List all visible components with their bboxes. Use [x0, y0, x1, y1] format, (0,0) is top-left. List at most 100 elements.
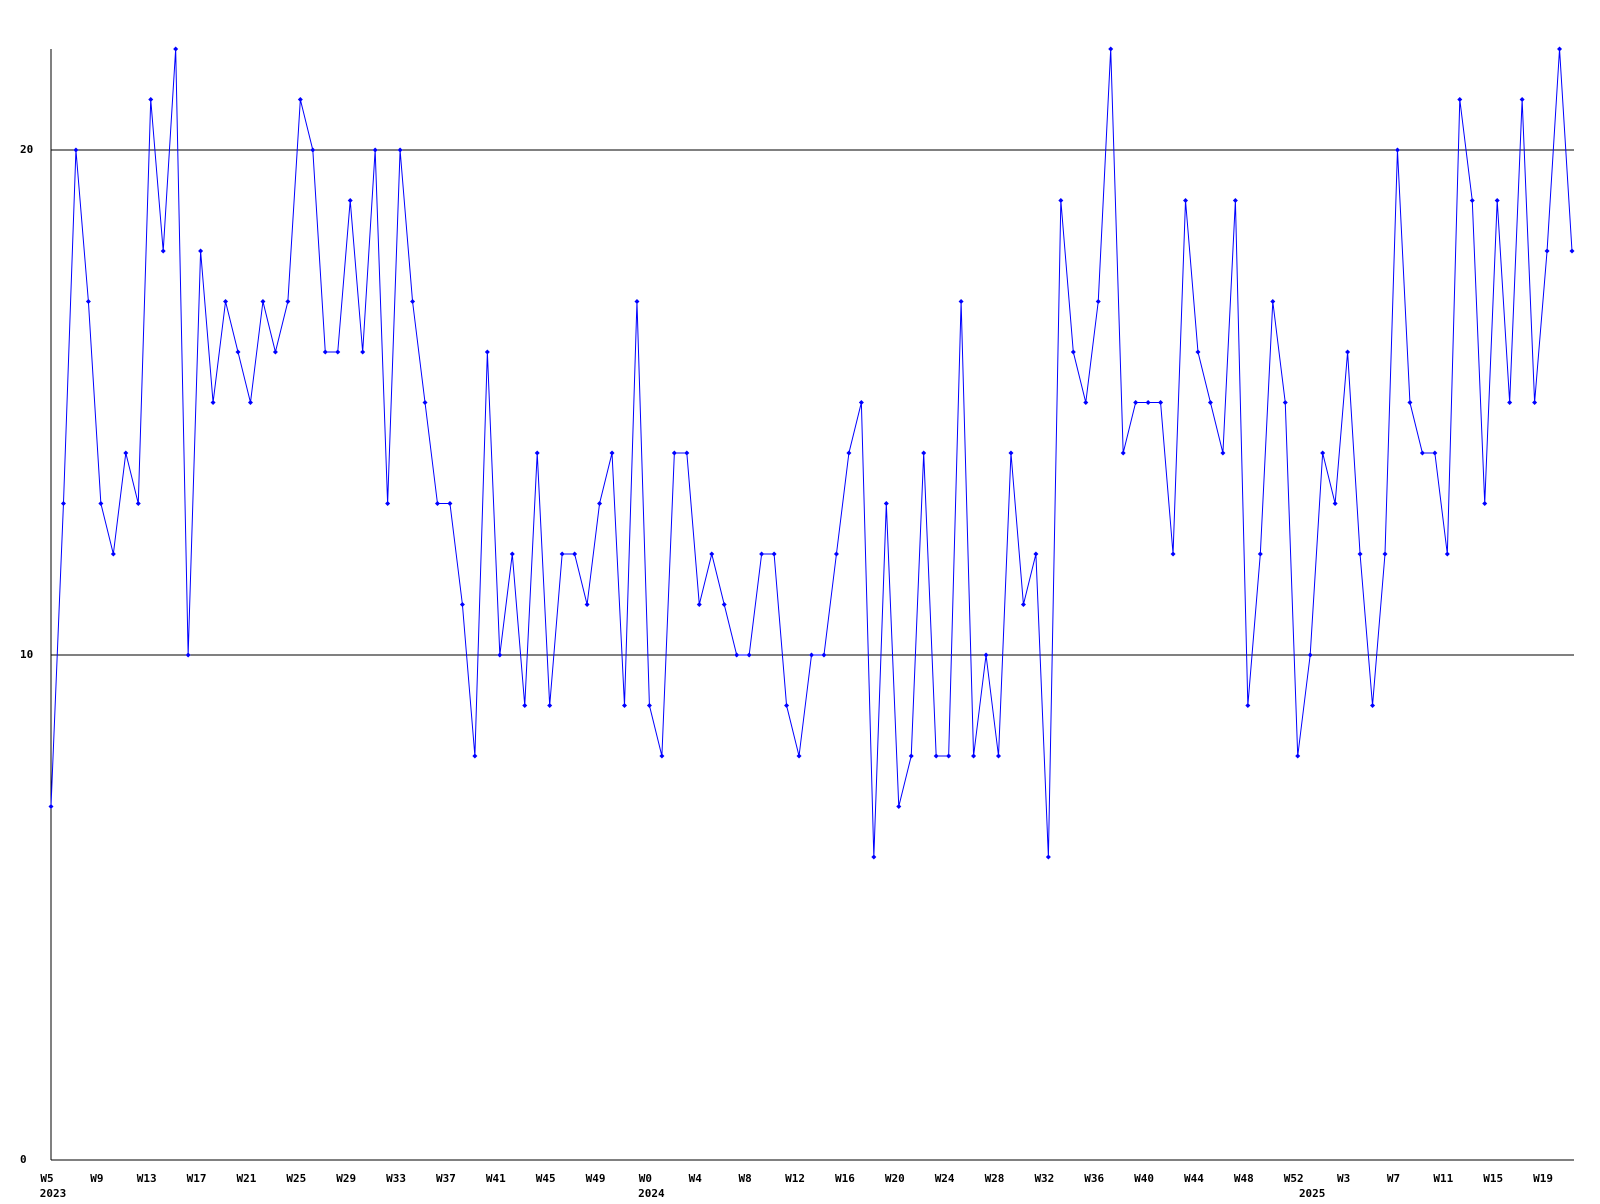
y-tick-label: 10: [20, 648, 33, 661]
marker: [996, 753, 1002, 759]
marker: [372, 147, 378, 153]
marker: [123, 450, 129, 456]
marker: [1220, 450, 1226, 456]
marker: [1544, 248, 1550, 254]
x-tick-label: W8: [739, 1172, 752, 1185]
marker: [1270, 299, 1276, 304]
marker: [1482, 501, 1488, 506]
marker: [173, 46, 179, 52]
x-tick-label: W7: [1387, 1172, 1400, 1185]
x-tick-label: W0: [639, 1172, 652, 1185]
x-tick-label: W16: [835, 1172, 855, 1185]
x-tick-label: W13: [137, 1172, 157, 1185]
x-year-label: 2025: [1299, 1187, 1326, 1200]
marker: [522, 703, 528, 708]
x-tick-label: W11: [1433, 1172, 1453, 1185]
marker: [1133, 400, 1139, 405]
marker: [1407, 400, 1413, 405]
x-tick-label: W4: [689, 1172, 703, 1185]
marker: [148, 97, 154, 102]
marker: [1519, 97, 1525, 102]
marker: [497, 652, 503, 658]
x-tick-label: W12: [785, 1172, 805, 1185]
marker: [98, 501, 104, 506]
marker: [322, 349, 328, 355]
marker: [1183, 198, 1189, 203]
marker: [559, 551, 565, 557]
marker: [534, 450, 540, 456]
marker: [1008, 450, 1014, 456]
marker: [110, 551, 116, 557]
marker: [48, 804, 54, 809]
marker: [1207, 400, 1213, 405]
marker: [385, 501, 391, 506]
marker: [721, 602, 727, 607]
marker: [1033, 551, 1039, 557]
marker: [135, 501, 141, 506]
marker: [1158, 400, 1164, 405]
marker: [572, 551, 578, 557]
marker: [1332, 501, 1338, 506]
line: [50, 48, 1573, 858]
marker: [459, 602, 465, 607]
marker: [260, 299, 266, 304]
marker: [597, 501, 603, 506]
marker: [1020, 602, 1026, 607]
x-tick-label: W3: [1337, 1172, 1350, 1185]
marker: [1507, 400, 1513, 405]
marker: [335, 349, 341, 355]
marker: [933, 753, 939, 759]
x-tick-label: W48: [1234, 1172, 1254, 1185]
x-tick-label: W9: [90, 1172, 103, 1185]
x-tick-label: W45: [536, 1172, 556, 1185]
x-tick-label: W29: [336, 1172, 356, 1185]
marker: [659, 753, 665, 759]
marker: [1045, 854, 1051, 860]
marker: [1357, 551, 1363, 557]
marker: [1432, 450, 1438, 456]
marker: [1108, 46, 1114, 52]
marker: [185, 652, 191, 658]
marker: [784, 703, 790, 708]
marker: [921, 450, 927, 456]
marker: [85, 299, 91, 304]
marker: [73, 147, 79, 153]
marker: [1557, 46, 1563, 52]
marker: [1295, 753, 1301, 759]
x-tick-label: W41: [486, 1172, 506, 1185]
y-tick-label: 20: [20, 143, 33, 156]
marker: [422, 400, 428, 405]
marker: [771, 551, 777, 557]
marker: [958, 299, 964, 304]
x-tick-label: W49: [586, 1172, 606, 1185]
x-tick-label: W24: [935, 1172, 955, 1185]
marker: [1095, 299, 1101, 304]
x-tick-label: W5: [40, 1172, 53, 1185]
marker: [646, 703, 652, 708]
x-year-label: 2024: [638, 1187, 665, 1200]
marker: [247, 400, 253, 405]
marker: [198, 248, 204, 254]
marker: [1070, 349, 1076, 355]
marker: [1569, 248, 1575, 254]
marker: [1058, 198, 1064, 203]
marker: [908, 753, 914, 759]
marker: [1532, 400, 1538, 405]
y-tick-label: 0: [20, 1153, 27, 1166]
marker: [1307, 652, 1313, 658]
marker: [1444, 551, 1450, 557]
marker: [160, 248, 166, 254]
marker: [397, 147, 403, 153]
x-tick-label: W21: [237, 1172, 257, 1185]
marker: [223, 299, 229, 304]
marker: [1120, 450, 1126, 456]
marker: [671, 450, 677, 456]
marker: [1457, 97, 1463, 102]
marker: [1195, 349, 1201, 355]
marker: [1370, 703, 1376, 708]
marker: [983, 652, 989, 658]
x-tick-label: W52: [1284, 1172, 1304, 1185]
x-tick-label: W28: [985, 1172, 1005, 1185]
marker: [484, 349, 490, 355]
x-tick-label: W17: [187, 1172, 207, 1185]
